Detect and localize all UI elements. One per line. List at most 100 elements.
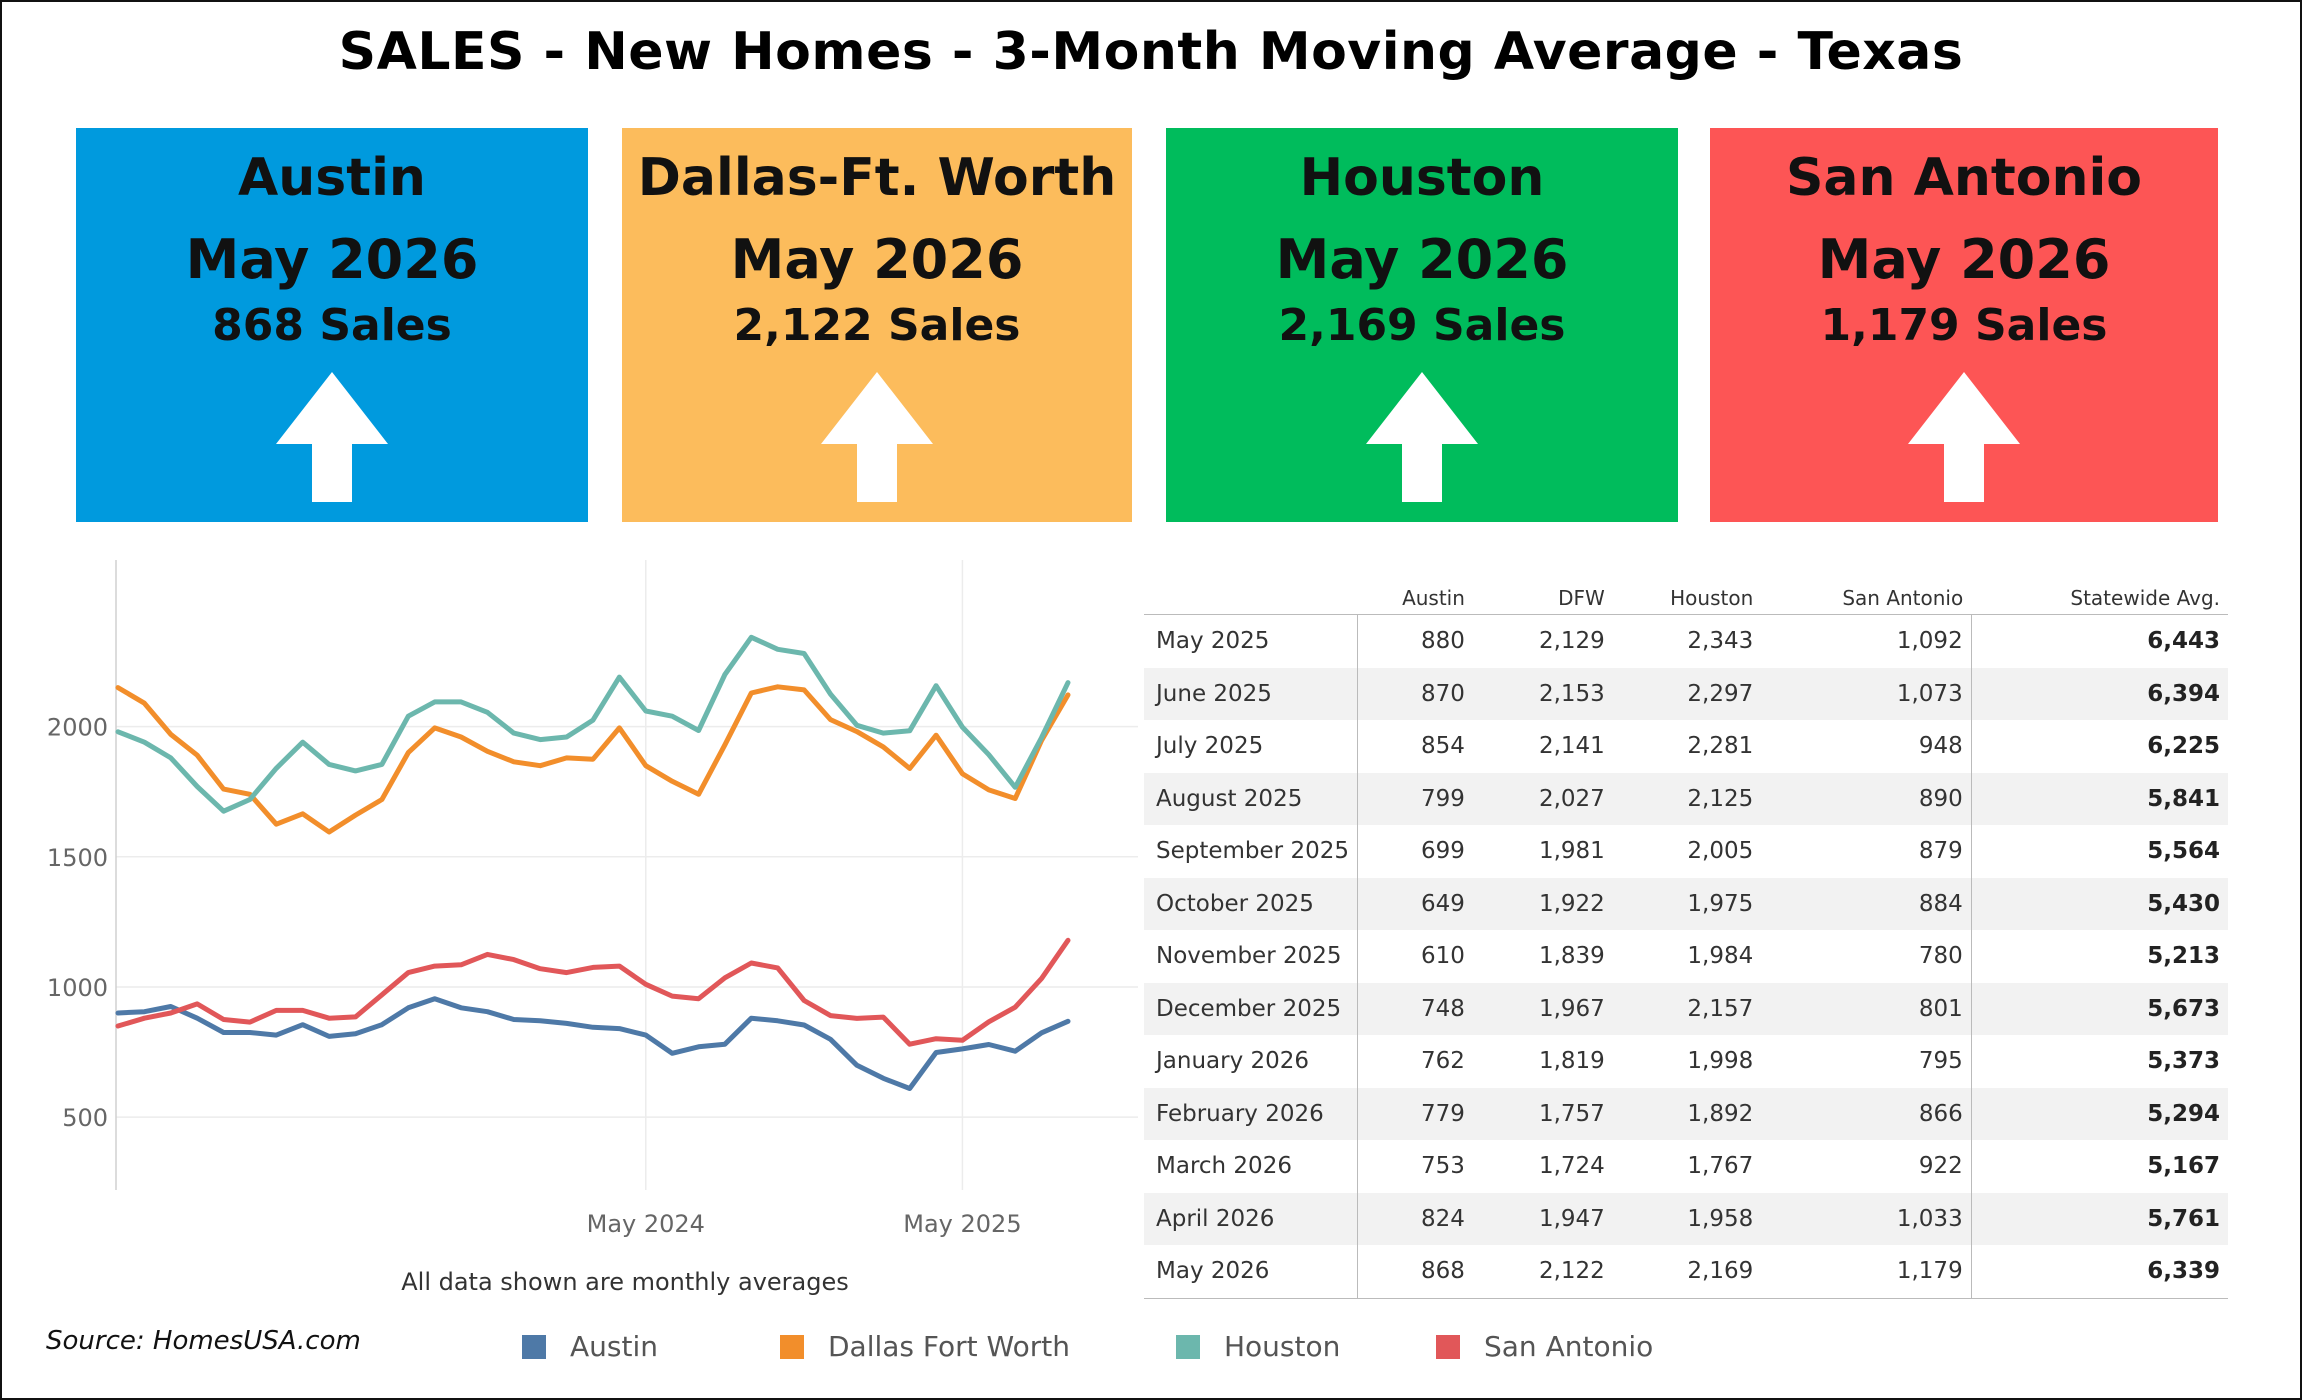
card-houston: Houston May 2026 2,169 Sales [1166,128,1678,522]
cell-dfw: 2,129 [1538,628,1605,655]
cell-dfw: 1,981 [1538,838,1605,865]
cell-statewide-avg: 5,213 [1970,930,2228,983]
cell-san-antonio: 922 [1918,1153,1963,1180]
table-row: December 2025 748 1,967 2,157 801 5,673 [1144,982,2228,1035]
legend-item-austin: Austin [522,1330,658,1363]
row-month: October 2025 [1144,877,1358,930]
card-sales: 2,122 Sales [733,300,1021,351]
cell-statewide-avg: 6,394 [1970,667,2228,720]
cell-san-antonio: 795 [1918,1048,1963,1075]
cell-austin: 799 [1357,772,1473,825]
row-month: November 2025 [1144,930,1358,983]
cell-statewide-avg: 5,294 [1970,1087,2228,1140]
y-tick-label: 2000 [47,714,108,742]
cell-houston: 1,892 [1612,1087,1762,1140]
cell-houston: 2,169 [1612,1245,1762,1299]
legend-label: Houston [1224,1330,1341,1363]
cell-dfw: 1,757 [1472,1087,1613,1140]
table-row: April 2026 824 1,947 1,958 1,033 5,761 [1144,1192,2228,1245]
table-row: July 2025 854 2,141 2,281 948 6,225 [1144,720,2228,773]
chart-legend: Austin Dallas Fort Worth Houston San Ant… [0,1330,1700,1370]
table-row: May 2025 880 2,129 2,343 1,092 6,443 [1144,614,2228,668]
card-city: San Antonio [1785,148,2143,208]
cell-austin: 649 [1357,877,1473,930]
cell-houston: 1,958 [1612,1192,1762,1245]
cell-dfw: 2,027 [1472,772,1613,825]
cell-houston: 1,975 [1612,877,1762,930]
card-sales: 868 Sales [212,300,452,351]
cell-statewide-avg: 5,564 [1970,825,2228,878]
column-header: Austin [1357,566,1473,615]
legend-item-houston: Houston [1176,1330,1340,1363]
y-tick-label: 1000 [47,974,108,1002]
cell-austin: 824 [1357,1192,1473,1245]
cell-san-antonio: 1,033 [1761,1192,1972,1245]
card-austin: Austin May 2026 868 Sales [76,128,588,522]
cell-statewide-avg: 5,841 [1970,772,2228,825]
cell-houston: 1,767 [1687,1153,1754,1180]
cell-san-antonio: 890 [1761,772,1972,825]
cell-houston: 2,125 [1612,772,1762,825]
cell-statewide-avg: 5,430 [1970,877,2228,930]
cell-san-antonio: 780 [1918,943,1963,970]
row-month: January 2026 [1144,1035,1358,1088]
cell-austin: 854 [1421,733,1465,760]
cell-austin: 868 [1357,1245,1473,1299]
cell-austin: 610 [1421,943,1465,970]
column-header: DFW [1472,566,1613,615]
row-month: March 2026 [1144,1140,1358,1193]
cell-houston: 1,998 [1687,1048,1754,1075]
table-row: March 2026 753 1,724 1,767 922 5,167 [1144,1140,2228,1193]
cell-dfw: 1,922 [1472,877,1613,930]
cell-austin: 699 [1421,838,1465,865]
legend-label: Dallas Fort Worth [828,1330,1070,1363]
table-row: September 2025 699 1,981 2,005 879 5,564 [1144,825,2228,878]
row-month: April 2026 [1144,1192,1358,1245]
series-line-san-antonio [115,937,1071,1047]
cell-san-antonio: 948 [1918,733,1963,760]
cell-statewide-avg: 5,167 [1970,1140,2228,1193]
row-month: September 2025 [1144,825,1358,878]
cell-san-antonio: 1,092 [1896,628,1963,655]
cell-austin: 870 [1357,667,1473,720]
column-header: Houston [1612,566,1762,615]
table-row: January 2026 762 1,819 1,998 795 5,373 [1144,1035,2228,1088]
table-row: November 2025 610 1,839 1,984 780 5,213 [1144,930,2228,983]
card-month: May 2026 [185,228,479,291]
legend-swatch [1176,1334,1200,1359]
cell-san-antonio: 801 [1761,982,1972,1035]
legend-item-san-antonio: San Antonio [1436,1330,1653,1363]
series-line-austin [115,996,1071,1091]
cell-austin: 753 [1421,1153,1465,1180]
card-dallas-ft-worth: Dallas-Ft. Worth May 2026 2,122 Sales [622,128,1132,522]
table-row: May 2026 868 2,122 2,169 1,179 6,339 [1144,1245,2228,1299]
card-city: Austin [238,148,426,208]
card-month: May 2026 [1275,228,1569,291]
cell-houston: 2,157 [1612,982,1762,1035]
row-month: December 2025 [1144,982,1358,1035]
cell-statewide-avg: 5,373 [1970,1035,2228,1088]
table-row: February 2026 779 1,757 1,892 866 5,294 [1144,1087,2228,1140]
cell-austin: 779 [1357,1087,1473,1140]
cell-statewide-avg: 5,673 [1970,982,2228,1035]
row-month: February 2026 [1144,1087,1358,1140]
row-month: August 2025 [1144,772,1358,825]
up-arrow-icon [1908,372,2020,502]
legend-label: Austin [570,1330,658,1363]
cell-houston: 2,297 [1612,667,1762,720]
up-arrow-icon [1366,372,1478,502]
cell-dfw: 1,819 [1538,1048,1605,1075]
card-city: Dallas-Ft. Worth [637,148,1117,208]
cell-austin: 880 [1421,628,1465,655]
row-month: June 2025 [1144,667,1358,720]
cell-san-antonio: 879 [1918,838,1963,865]
cell-dfw: 1,967 [1472,982,1613,1035]
source-credit: Source: HomesUSA.com [46,1326,361,1356]
sales-data-table: Austin DFW Houston San Antonio Statewide… [1144,566,2228,1299]
cell-houston: 2,343 [1687,628,1754,655]
cell-dfw: 2,153 [1472,667,1613,720]
cell-san-antonio: 1,073 [1761,667,1972,720]
legend-swatch [522,1334,546,1359]
table-header-row: Austin DFW Houston San Antonio Statewide… [1144,566,2228,615]
cell-dfw: 2,122 [1472,1245,1613,1299]
